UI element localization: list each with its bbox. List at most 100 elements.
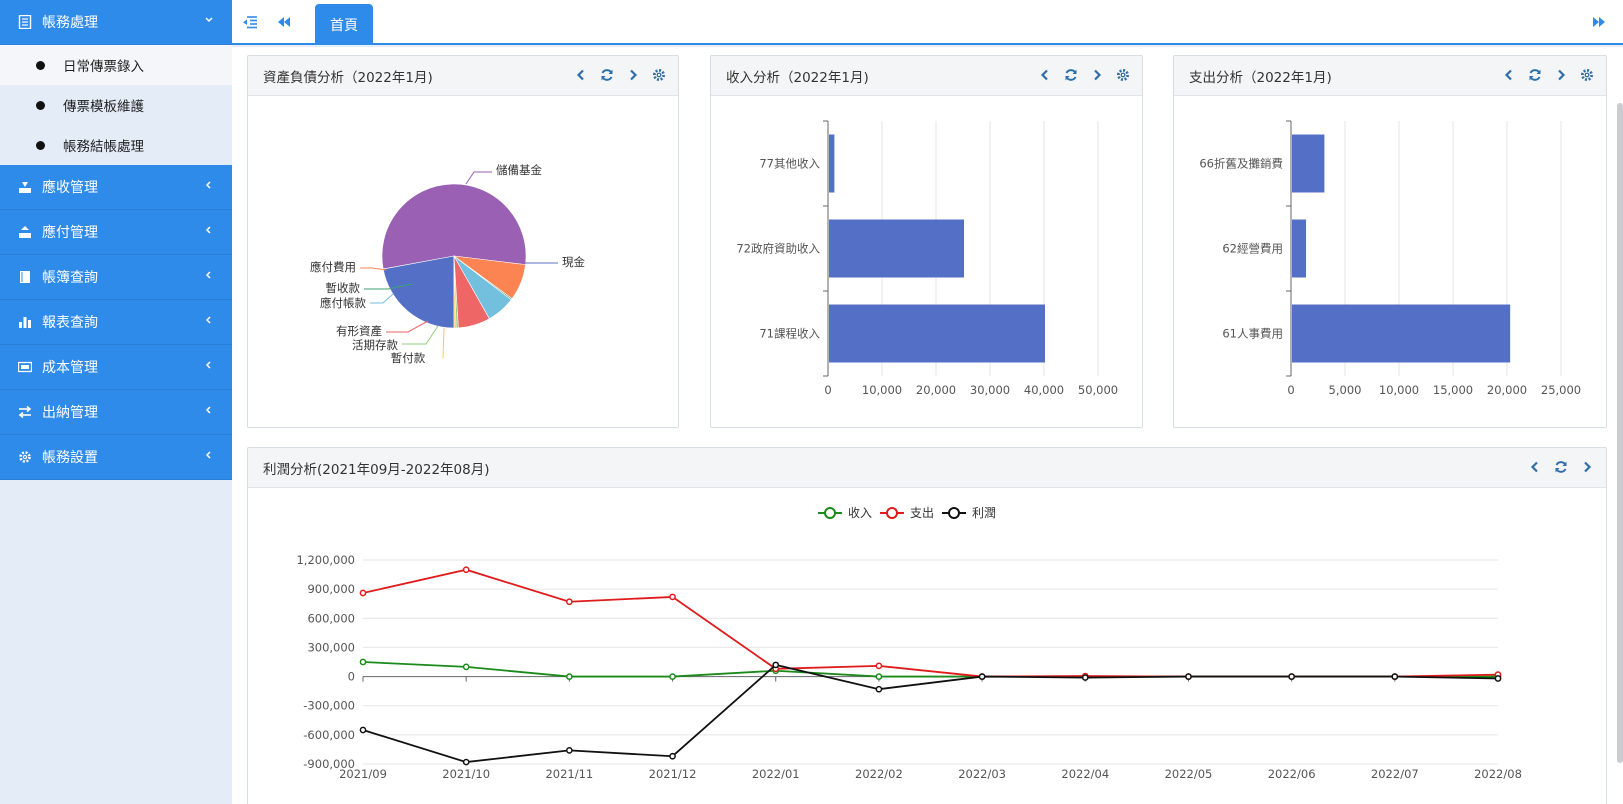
x-tick-label: 2022/07: [1371, 767, 1419, 781]
y-tick-label: -600,000: [303, 728, 355, 742]
series-line: [362, 661, 1498, 678]
menu-cost[interactable]: 成本管理: [0, 345, 232, 390]
bar[interactable]: [1292, 219, 1307, 278]
chevron-left-icon[interactable]: [1036, 66, 1054, 84]
y-tick-label: -300,000: [303, 699, 355, 713]
menu-reports[interactable]: 報表查詢: [0, 300, 232, 345]
panel-expense: 支出分析（2022年1月) 0 5,000 10,000 15,000 20,000 25…: [1173, 55, 1607, 428]
data-point[interactable]: [1185, 673, 1192, 680]
sidebar-item-label: 日常傳票錄入: [63, 59, 144, 75]
data-point[interactable]: [1494, 675, 1502, 682]
tab-home[interactable]: 首頁: [315, 4, 373, 45]
chevron-right-icon[interactable]: [1578, 458, 1596, 476]
chevron-left-icon[interactable]: [1526, 458, 1544, 476]
x-tick-label: 25,000: [1541, 383, 1581, 397]
profit-line-chart: 收入 支出 利潤 1,200,000 900,000 600,000 300,000 0 -30…: [296, 506, 1521, 781]
data-point[interactable]: [978, 673, 986, 680]
pie-label: 儲備基金: [496, 163, 542, 177]
income-bar-chart: 0 10,000 20,000 30,000 40,000 50,000 77其他收入 72政…: [736, 120, 1118, 397]
expense-bar-chart: 0 5,000 10,000 15,000 20,000 25,000 66折舊及攤銷費 62…: [1199, 120, 1581, 397]
data-point[interactable]: [566, 598, 573, 606]
y-tick-label: -900,000: [303, 757, 355, 771]
menu-accounting[interactable]: 帳務處理: [0, 0, 232, 45]
legend-marker[interactable]: [824, 507, 836, 519]
pie-slice[interactable]: [382, 255, 455, 329]
legend-marker[interactable]: [948, 507, 960, 519]
tab-scroll-right-icon[interactable]: [1589, 12, 1609, 32]
bar[interactable]: [829, 304, 1045, 363]
receivable-icon: [18, 180, 32, 194]
x-tick-label: 5,000: [1329, 383, 1362, 397]
sidebar-item-closing[interactable]: 帳務結帳處理: [0, 125, 232, 165]
data-point[interactable]: [669, 752, 676, 760]
x-tick-label: 40,000: [1024, 383, 1064, 397]
menu-settings[interactable]: 帳務設置: [0, 435, 232, 480]
menu-books[interactable]: 帳簿查詢: [0, 255, 232, 300]
legend-label[interactable]: 收入: [848, 506, 872, 520]
bar[interactable]: [829, 219, 964, 278]
chevron-right-icon[interactable]: [624, 66, 642, 84]
bullet-icon: [36, 60, 45, 70]
panel-income: 收入分析（2022年1月) 0 10,000 20,000 30,000 40,000 5…: [710, 55, 1143, 428]
menu-cashier[interactable]: 出納管理: [0, 390, 232, 435]
chevron-left-icon: [204, 179, 214, 193]
data-point[interactable]: [772, 661, 780, 669]
toggle-sidebar-icon[interactable]: [240, 12, 260, 32]
scrollbar[interactable]: [1617, 103, 1623, 763]
data-point[interactable]: [566, 747, 573, 754]
data-point[interactable]: [669, 593, 676, 601]
data-point[interactable]: [875, 673, 883, 680]
data-point[interactable]: [359, 589, 367, 597]
bar[interactable]: [829, 134, 835, 193]
bar[interactable]: [1292, 134, 1325, 193]
data-point[interactable]: [462, 663, 470, 671]
sidebar-item-voucher-template[interactable]: 傳票模板維護: [0, 85, 232, 125]
pie-slice[interactable]: [381, 183, 527, 270]
refresh-icon[interactable]: [598, 66, 616, 84]
refresh-icon[interactable]: [1526, 66, 1544, 84]
data-point[interactable]: [875, 685, 883, 693]
chevron-right-icon[interactable]: [1552, 66, 1570, 84]
y-tick-label: 600,000: [307, 611, 355, 625]
tab-scroll-left-icon[interactable]: [274, 12, 294, 32]
data-point[interactable]: [1288, 673, 1295, 680]
menu-payable[interactable]: 應付管理: [0, 210, 232, 255]
sidebar-item-daily-voucher[interactable]: 日常傳票錄入: [0, 45, 232, 85]
data-point[interactable]: [566, 673, 573, 680]
legend-label[interactable]: 支出: [910, 506, 934, 520]
legend-label[interactable]: 利潤: [972, 506, 996, 520]
data-point[interactable]: [1081, 674, 1089, 681]
tab-bar: 首頁: [232, 0, 1623, 45]
y-tick-label: 72政府資助收入: [736, 242, 820, 256]
gear-icon[interactable]: [1114, 66, 1132, 84]
gear-icon[interactable]: [650, 66, 668, 84]
pie-slice[interactable]: [452, 255, 526, 300]
data-point[interactable]: [359, 726, 367, 734]
x-tick-label: 15,000: [1433, 383, 1473, 397]
chevron-right-icon[interactable]: [1088, 66, 1106, 84]
gear-icon[interactable]: [1578, 66, 1596, 84]
x-tick-label: 30,000: [970, 383, 1010, 397]
data-point[interactable]: [462, 758, 470, 766]
data-point[interactable]: [875, 662, 883, 670]
menu-label: 帳務設置: [42, 450, 98, 466]
bar[interactable]: [1292, 304, 1511, 363]
x-tick-label: 2021/09: [339, 767, 387, 781]
dashboard: 資產負債分析（2022年1月) 儲備基金 現金 暫付款 活期存款 有形資產 應付帳款 暫收款…: [232, 47, 1623, 804]
menu-label: 帳簿查詢: [42, 270, 98, 286]
refresh-icon[interactable]: [1062, 66, 1080, 84]
menu-receivable[interactable]: 應收管理: [0, 165, 232, 210]
data-point[interactable]: [669, 673, 676, 680]
x-tick-label: 0: [1287, 383, 1294, 397]
chevron-left-icon[interactable]: [1500, 66, 1518, 84]
data-point[interactable]: [359, 658, 367, 666]
x-tick-label: 2022/02: [855, 767, 903, 781]
refresh-icon[interactable]: [1552, 458, 1570, 476]
data-point[interactable]: [462, 566, 470, 574]
legend-marker[interactable]: [886, 507, 898, 519]
chevron-left-icon[interactable]: [572, 66, 590, 84]
pie-label-line: [364, 283, 413, 290]
data-point[interactable]: [1391, 673, 1399, 680]
cost-card-icon: [18, 360, 32, 374]
